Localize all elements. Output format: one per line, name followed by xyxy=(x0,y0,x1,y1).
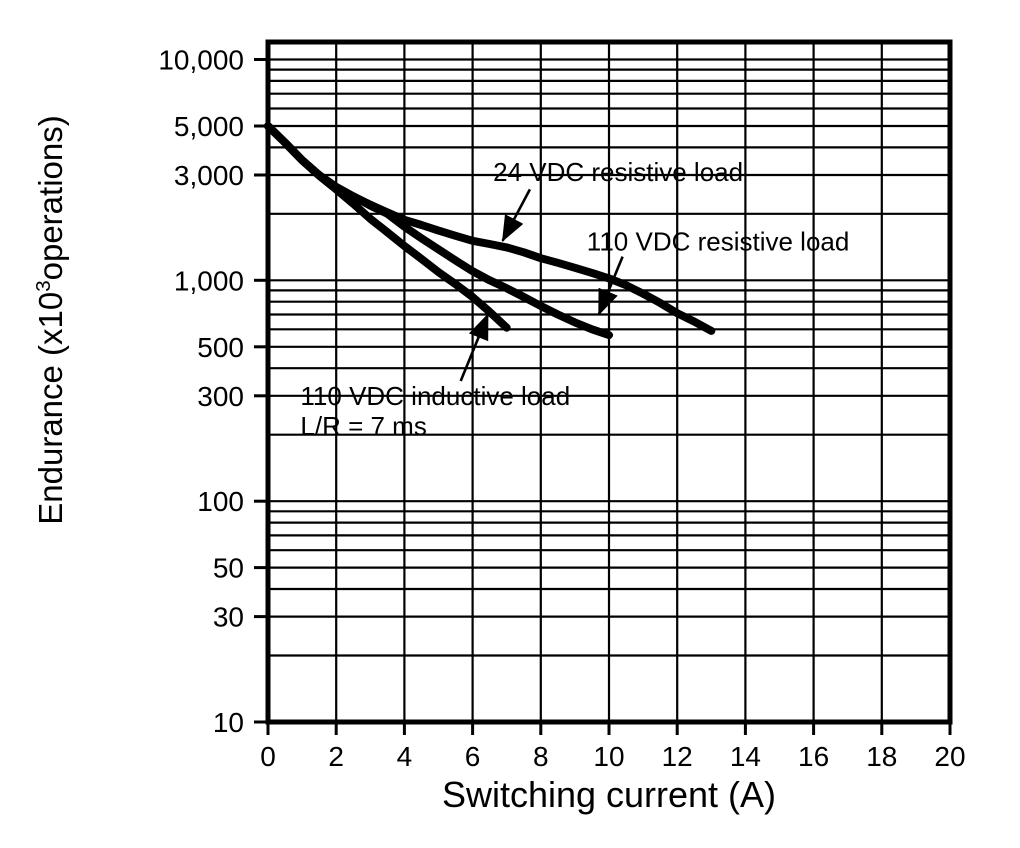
label-24vdc-resistive: 24 VDC resistive load xyxy=(493,157,743,187)
x-axis-tick-label: 6 xyxy=(465,741,481,772)
y-axis-title-superscript: 3 xyxy=(32,280,55,292)
x-axis-tick-label: 18 xyxy=(866,741,897,772)
x-axis-tick-label: 0 xyxy=(260,741,276,772)
y-axis-tick-label: 30 xyxy=(213,602,244,633)
y-axis-title: Endurance (x103operations) xyxy=(32,20,76,620)
x-axis-tick-label: 14 xyxy=(730,741,761,772)
y-axis-tick-label: 500 xyxy=(197,332,244,363)
label-110vdc-resistive: 110 VDC resistive load xyxy=(587,226,850,256)
x-axis-tick-label: 2 xyxy=(328,741,344,772)
x-axis-tick-label: 10 xyxy=(593,741,624,772)
y-axis-title-unit: operations) xyxy=(32,115,69,281)
y-axis-tick-label: 300 xyxy=(197,381,244,412)
x-axis-title: Switching current (A) xyxy=(441,774,777,815)
x-axis-tick-label: 4 xyxy=(397,741,413,772)
x-axis-tick-label: 16 xyxy=(798,741,829,772)
x-axis-tick-label: 12 xyxy=(662,741,693,772)
y-axis-tick-label: 1,000 xyxy=(174,265,244,296)
label-110vdc-inductive-arrow xyxy=(459,313,490,382)
y-axis-title-text: Endurance (x10 xyxy=(32,291,69,525)
x-axis-tick-label: 8 xyxy=(533,741,549,772)
y-axis-tick-label: 5,000 xyxy=(174,111,244,142)
curve-110vdc-inductive xyxy=(264,122,511,332)
label-24vdc-resistive-arrow xyxy=(501,188,532,242)
y-axis-tick-label: 100 xyxy=(197,486,244,517)
x-axis-tick-label: 20 xyxy=(934,741,965,772)
y-axis-tick-label: 3,000 xyxy=(174,160,244,191)
y-axis-tick-label: 10 xyxy=(213,707,244,738)
y-axis-tick-label: 10,000 xyxy=(158,45,244,76)
y-axis-tick-label: 50 xyxy=(213,553,244,584)
label-110vdc-resistive-arrow xyxy=(597,256,624,316)
label-110vdc-inductive: 110 VDC inductive load L/R = 7 ms xyxy=(300,381,570,441)
